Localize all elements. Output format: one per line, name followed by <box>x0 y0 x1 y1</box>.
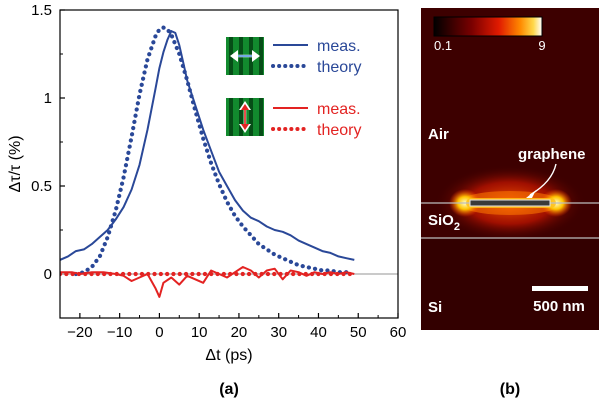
x-tick-label: −20 <box>67 324 92 341</box>
region-label-sio2-base: SiO <box>428 212 454 229</box>
plot-frame <box>59 9 399 319</box>
polarization-horizontal-icon <box>226 37 264 75</box>
scale-bar <box>532 286 588 291</box>
series-1-theory-line <box>73 25 349 277</box>
x-tick-label: 40 <box>310 324 327 341</box>
region-label-air: Air <box>428 126 449 143</box>
legend-blue-theory-label: theory <box>317 59 361 76</box>
x-tick-label: 0 <box>155 324 163 341</box>
colorbar <box>433 16 543 37</box>
y-tick-label: 1 <box>44 90 52 107</box>
x-axis-title: Δt (ps) <box>205 347 252 364</box>
graphene-annotation: graphene <box>518 146 586 163</box>
legend-red-theory-label: theory <box>317 122 361 139</box>
panel-label-a: (a) <box>219 381 239 398</box>
field-map-panel-b: graphene Air SiO2 Si 500 nm 0.1 9 (b) <box>421 8 599 398</box>
series-layer <box>60 25 357 298</box>
region-label-sio2: SiO2 <box>428 212 460 233</box>
region-label-sio2-subscript: 2 <box>454 221 460 233</box>
chart-panel-a: −20 −10 0 10 20 30 40 50 60 0 0.5 1 1.5 Δt (ps) Δτ/τ… <box>7 2 406 398</box>
y-tick-label: 0 <box>44 266 52 283</box>
series-0-meas-line <box>60 30 355 261</box>
graphene-annotation-arrowhead <box>526 190 536 198</box>
graphene-strip <box>469 199 551 207</box>
legend-red-meas-label: meas. <box>317 101 361 118</box>
field-map-lower-shade <box>421 238 599 330</box>
x-tick-label: 50 <box>350 324 367 341</box>
scale-bar-label: 500 nm <box>533 298 585 315</box>
x-tick-label: 10 <box>191 324 208 341</box>
x-tick-label: −10 <box>107 324 132 341</box>
x-tick-label: 20 <box>231 324 248 341</box>
region-label-si: Si <box>428 299 442 316</box>
tick-labels: −20 −10 0 10 20 30 40 50 60 0 0.5 1 1.5 <box>31 2 406 341</box>
polarization-vertical-icon <box>226 98 264 136</box>
colorbar-min-label: 0.1 <box>434 38 452 53</box>
x-tick-label: 60 <box>390 324 407 341</box>
y-tick-label: 1.5 <box>31 2 52 19</box>
colorbar-max-label: 9 <box>538 38 545 53</box>
series-2-meas-line <box>60 266 355 298</box>
y-tick-label: 0.5 <box>31 178 52 195</box>
legend: meas. theory meas. theory <box>226 37 361 139</box>
x-tick-label: 30 <box>270 324 287 341</box>
panel-label-b: (b) <box>500 381 520 398</box>
legend-blue-meas-label: meas. <box>317 38 361 55</box>
y-axis-title: Δτ/τ (%) <box>7 135 24 192</box>
